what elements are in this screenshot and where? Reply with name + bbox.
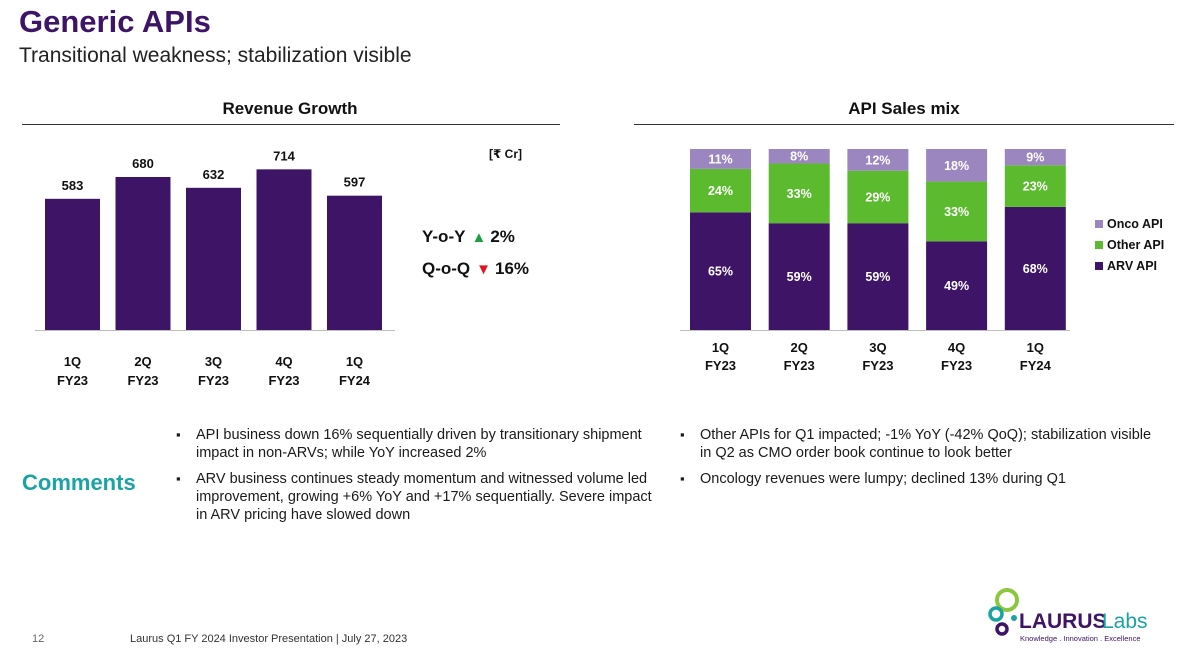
- qoq-value: 16%: [495, 259, 530, 278]
- revenue-bar: [115, 177, 171, 330]
- mix-data-label: 24%: [708, 184, 733, 198]
- mix-data-label: 68%: [1023, 262, 1048, 276]
- comments-label: Comments: [22, 470, 136, 495]
- logo-tagline: Knowledge . Innovation . Excellence: [1020, 634, 1141, 643]
- x-tick-label-line2: FY23: [127, 373, 158, 388]
- mix-data-label: 49%: [944, 279, 969, 293]
- mix-data-label: 18%: [944, 159, 969, 173]
- x-tick-label-line1: 4Q: [275, 354, 292, 369]
- x-tick-label-line2: FY24: [1020, 358, 1052, 373]
- x-tick-label-line1: 1Q: [346, 354, 363, 369]
- mix-segment: [847, 223, 909, 330]
- comment-item: Oncology revenues were lumpy; declined 1…: [680, 470, 1160, 488]
- revenue-data-label: 714: [273, 148, 295, 163]
- revenue-title-rule: [22, 124, 560, 125]
- revenue-chart-title: Revenue Growth: [222, 99, 358, 118]
- page-number: 12: [32, 633, 45, 645]
- x-tick-label-line2: FY23: [862, 358, 893, 373]
- comment-item: ARV business continues steady momentum a…: [176, 470, 656, 524]
- legend-label: ARV API: [1107, 259, 1157, 273]
- revenue-data-label: 597: [344, 175, 366, 190]
- mix-segment: [690, 149, 751, 169]
- yoy-growth: Y-o-Y ▲ 2%: [422, 227, 515, 247]
- mix-segment: [847, 149, 909, 171]
- x-tick-label-line2: FY23: [198, 373, 229, 388]
- legend-swatch: [1095, 220, 1103, 228]
- down-arrow-icon: ▼: [476, 261, 492, 278]
- mix-data-label: 33%: [787, 187, 812, 201]
- mix-title-rule: [634, 124, 1174, 125]
- comment-item: Other APIs for Q1 impacted; -1% YoY (-42…: [680, 426, 1160, 462]
- mix-segment: [926, 181, 988, 242]
- mix-segment: [1004, 165, 1066, 207]
- yoy-label: Y-o-Y: [422, 227, 466, 246]
- x-tick-label-line2: FY23: [784, 358, 815, 373]
- legend-swatch: [1095, 241, 1103, 249]
- x-tick-label-line2: FY24: [339, 373, 371, 388]
- revenue-data-label: 632: [203, 167, 225, 182]
- mix-segment: [1004, 206, 1066, 330]
- x-tick-label-line2: FY23: [941, 358, 972, 373]
- page-subtitle: Transitional weakness; stabilization vis…: [19, 44, 412, 67]
- mix-segment: [1004, 149, 1066, 166]
- revenue-bar: [327, 195, 382, 330]
- legend-label: Onco API: [1107, 217, 1163, 231]
- mix-chart-title: API Sales mix: [848, 99, 960, 118]
- mix-data-label: 59%: [787, 270, 812, 284]
- x-tick-label-line2: FY23: [57, 373, 88, 388]
- mix-segment: [926, 241, 988, 330]
- mix-data-label: 8%: [790, 150, 808, 164]
- revenue-data-label: 583: [62, 178, 84, 193]
- yoy-value: 2%: [490, 227, 515, 246]
- page-title: Generic APIs: [19, 4, 211, 39]
- mix-segment: [847, 170, 909, 224]
- revenue-bar: [45, 198, 100, 330]
- x-tick-label-line1: 4Q: [948, 340, 965, 355]
- x-tick-label-line1: 1Q: [712, 340, 729, 355]
- mix-segment: [768, 149, 830, 164]
- mix-data-label: 59%: [865, 270, 890, 284]
- x-tick-label-line1: 2Q: [134, 354, 151, 369]
- logo-brand-bold: LAURUS: [1019, 610, 1107, 633]
- qoq-label: Q-o-Q: [422, 259, 471, 278]
- mix-data-label: 65%: [708, 265, 733, 279]
- laurus-labs-logo: LAURUS Labs Knowledge . Innovation . Exc…: [988, 588, 1148, 643]
- x-tick-label-line1: 3Q: [205, 354, 222, 369]
- revenue-chart: 583 1Q FY23 680 2Q FY23 632 3Q FY23 714 4Q FY23 597 1…: [35, 148, 395, 388]
- mix-segment: [690, 212, 751, 330]
- legend-label: Other API: [1107, 238, 1164, 252]
- comment-item: API business down 16% sequentially drive…: [176, 426, 656, 462]
- unit-label: [₹ Cr]: [489, 147, 523, 161]
- mix-segment: [926, 149, 988, 182]
- api-mix-chart: 65% 24% 11% 1Q FY23 59% 33% 8% 2Q FY23 59% 29% 12% 3Q…: [680, 149, 1164, 373]
- mix-segment: [768, 223, 830, 330]
- x-tick-label-line1: 3Q: [869, 340, 886, 355]
- revenue-bar: [186, 187, 241, 330]
- mix-data-label: 23%: [1023, 180, 1048, 194]
- mix-data-label: 9%: [1026, 151, 1044, 165]
- revenue-bar: [256, 169, 312, 330]
- mix-data-label: 11%: [708, 152, 732, 166]
- x-tick-label-line2: FY23: [268, 373, 299, 388]
- x-tick-label-line2: FY23: [705, 358, 736, 373]
- x-tick-label-line1: 1Q: [1027, 340, 1044, 355]
- mix-segment: [690, 168, 751, 213]
- comments-right-list: Other APIs for Q1 impacted; -1% YoY (-42…: [680, 426, 1160, 496]
- comments-left-list: API business down 16% sequentially drive…: [176, 426, 656, 532]
- revenue-data-label: 680: [132, 156, 154, 171]
- x-tick-label-line1: 1Q: [64, 354, 81, 369]
- logo-brand-light: Labs: [1102, 610, 1148, 633]
- footer-text: Laurus Q1 FY 2024 Investor Presentation …: [130, 633, 408, 645]
- legend-swatch: [1095, 262, 1103, 270]
- x-tick-label-line1: 2Q: [791, 340, 808, 355]
- up-arrow-icon: ▲: [471, 229, 487, 246]
- qoq-growth: Q-o-Q ▼ 16%: [422, 259, 529, 279]
- mix-data-label: 33%: [944, 205, 969, 219]
- mix-data-label: 29%: [865, 190, 890, 204]
- mix-segment: [768, 163, 830, 224]
- mix-data-label: 12%: [865, 153, 890, 167]
